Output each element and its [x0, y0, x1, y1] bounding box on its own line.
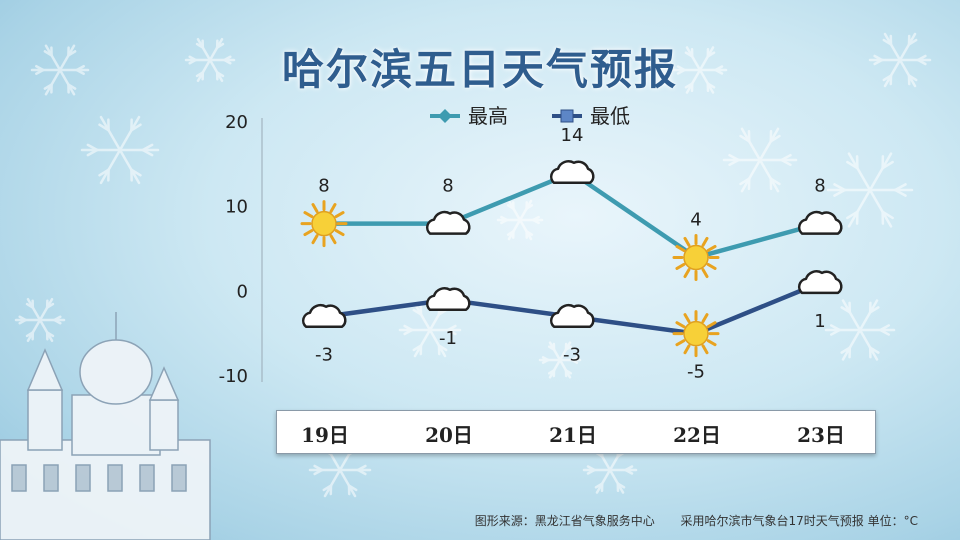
data-label: 8: [442, 176, 453, 197]
data-label: -5: [687, 362, 705, 383]
chart-title: 哈尔滨五日天气预报: [281, 45, 678, 94]
cloud-icon: [425, 287, 471, 312]
cloud-icon: [797, 210, 843, 235]
cloud-icon: [425, 210, 471, 235]
data-label: 4: [690, 209, 701, 230]
footer-note: 采用哈尔滨市气象台17时天气预报 单位：°C: [680, 514, 918, 528]
sun-icon: [672, 310, 720, 358]
data-label: 14: [561, 125, 584, 146]
data-label: 8: [318, 176, 329, 197]
data-label: -3: [563, 345, 581, 366]
x-tick-label: 19日: [301, 423, 349, 447]
legend-label: 最低: [590, 104, 630, 128]
cloud-icon: [301, 304, 347, 328]
data-label: -1: [439, 328, 457, 349]
date-axis-bar: 19日 20日 21日 22日 23日: [276, 410, 876, 454]
legend-label: 最高: [468, 104, 508, 128]
sun-icon: [300, 200, 348, 248]
legend-marker: [560, 109, 574, 123]
footer: 图形来源：黑龙江省气象服务中心 采用哈尔滨市气象台17时天气预报 单位：°C: [0, 512, 918, 529]
y-tick-label: 0: [237, 281, 248, 302]
y-tick-label: 20: [225, 112, 248, 133]
cloud-icon: [797, 270, 843, 295]
x-tick-label: 20日: [425, 423, 473, 447]
x-tick-label: 21日: [549, 423, 597, 447]
legend-marker: [438, 109, 452, 123]
cloud-icon: [549, 160, 595, 185]
x-tick-label: 22日: [673, 423, 721, 447]
footer-source: 图形来源：黑龙江省气象服务中心: [474, 514, 655, 528]
y-tick-label: -10: [219, 366, 248, 387]
data-label: 8: [814, 176, 825, 197]
data-label: -3: [315, 345, 333, 366]
data-label: 1: [814, 311, 825, 332]
x-tick-label: 23日: [797, 423, 845, 447]
y-tick-label: 10: [225, 197, 248, 218]
sun-icon: [672, 233, 720, 281]
cloud-icon: [549, 304, 595, 328]
series-line-high: [324, 170, 821, 260]
